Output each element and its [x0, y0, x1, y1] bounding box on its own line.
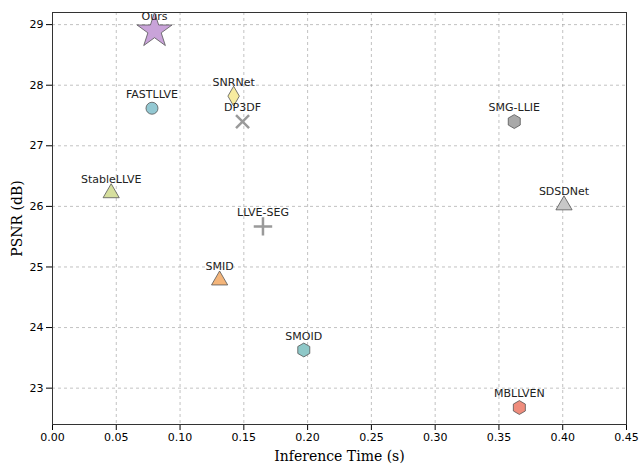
- svg-text:0.20: 0.20: [295, 431, 320, 444]
- svg-text:0.00: 0.00: [40, 431, 65, 444]
- svg-text:29: 29: [30, 18, 44, 31]
- svg-text:24: 24: [30, 321, 44, 334]
- svg-text:SMG-LLIE: SMG-LLIE: [489, 101, 540, 114]
- svg-text:25: 25: [30, 260, 44, 273]
- svg-text:26: 26: [30, 200, 44, 213]
- svg-text:0.10: 0.10: [168, 431, 193, 444]
- svg-text:PSNR (dB): PSNR (dB): [9, 180, 25, 256]
- svg-text:Ours: Ours: [142, 10, 168, 23]
- svg-text:Inference Time (s): Inference Time (s): [274, 448, 405, 464]
- svg-text:0.05: 0.05: [104, 431, 128, 444]
- svg-text:SDSDNet: SDSDNet: [539, 185, 590, 198]
- svg-text:SMID: SMID: [206, 260, 234, 273]
- svg-text:StableLLVE: StableLLVE: [81, 173, 141, 186]
- svg-text:0.40: 0.40: [550, 431, 575, 444]
- svg-text:FASTLLVE: FASTLLVE: [126, 88, 178, 101]
- svg-text:DP3DF: DP3DF: [224, 101, 261, 114]
- svg-text:MBLLVEN: MBLLVEN: [494, 387, 545, 400]
- svg-text:0.35: 0.35: [487, 431, 512, 444]
- svg-text:23: 23: [30, 382, 44, 395]
- svg-text:0.25: 0.25: [359, 431, 384, 444]
- svg-text:SNRNet: SNRNet: [213, 76, 256, 89]
- svg-text:0.30: 0.30: [423, 431, 448, 444]
- svg-text:0.15: 0.15: [232, 431, 256, 444]
- svg-text:27: 27: [30, 139, 44, 152]
- svg-text:LLVE-SEG: LLVE-SEG: [237, 206, 289, 219]
- svg-text:28: 28: [30, 79, 44, 92]
- svg-text:0.45: 0.45: [614, 431, 639, 444]
- svg-text:SMOID: SMOID: [285, 329, 322, 342]
